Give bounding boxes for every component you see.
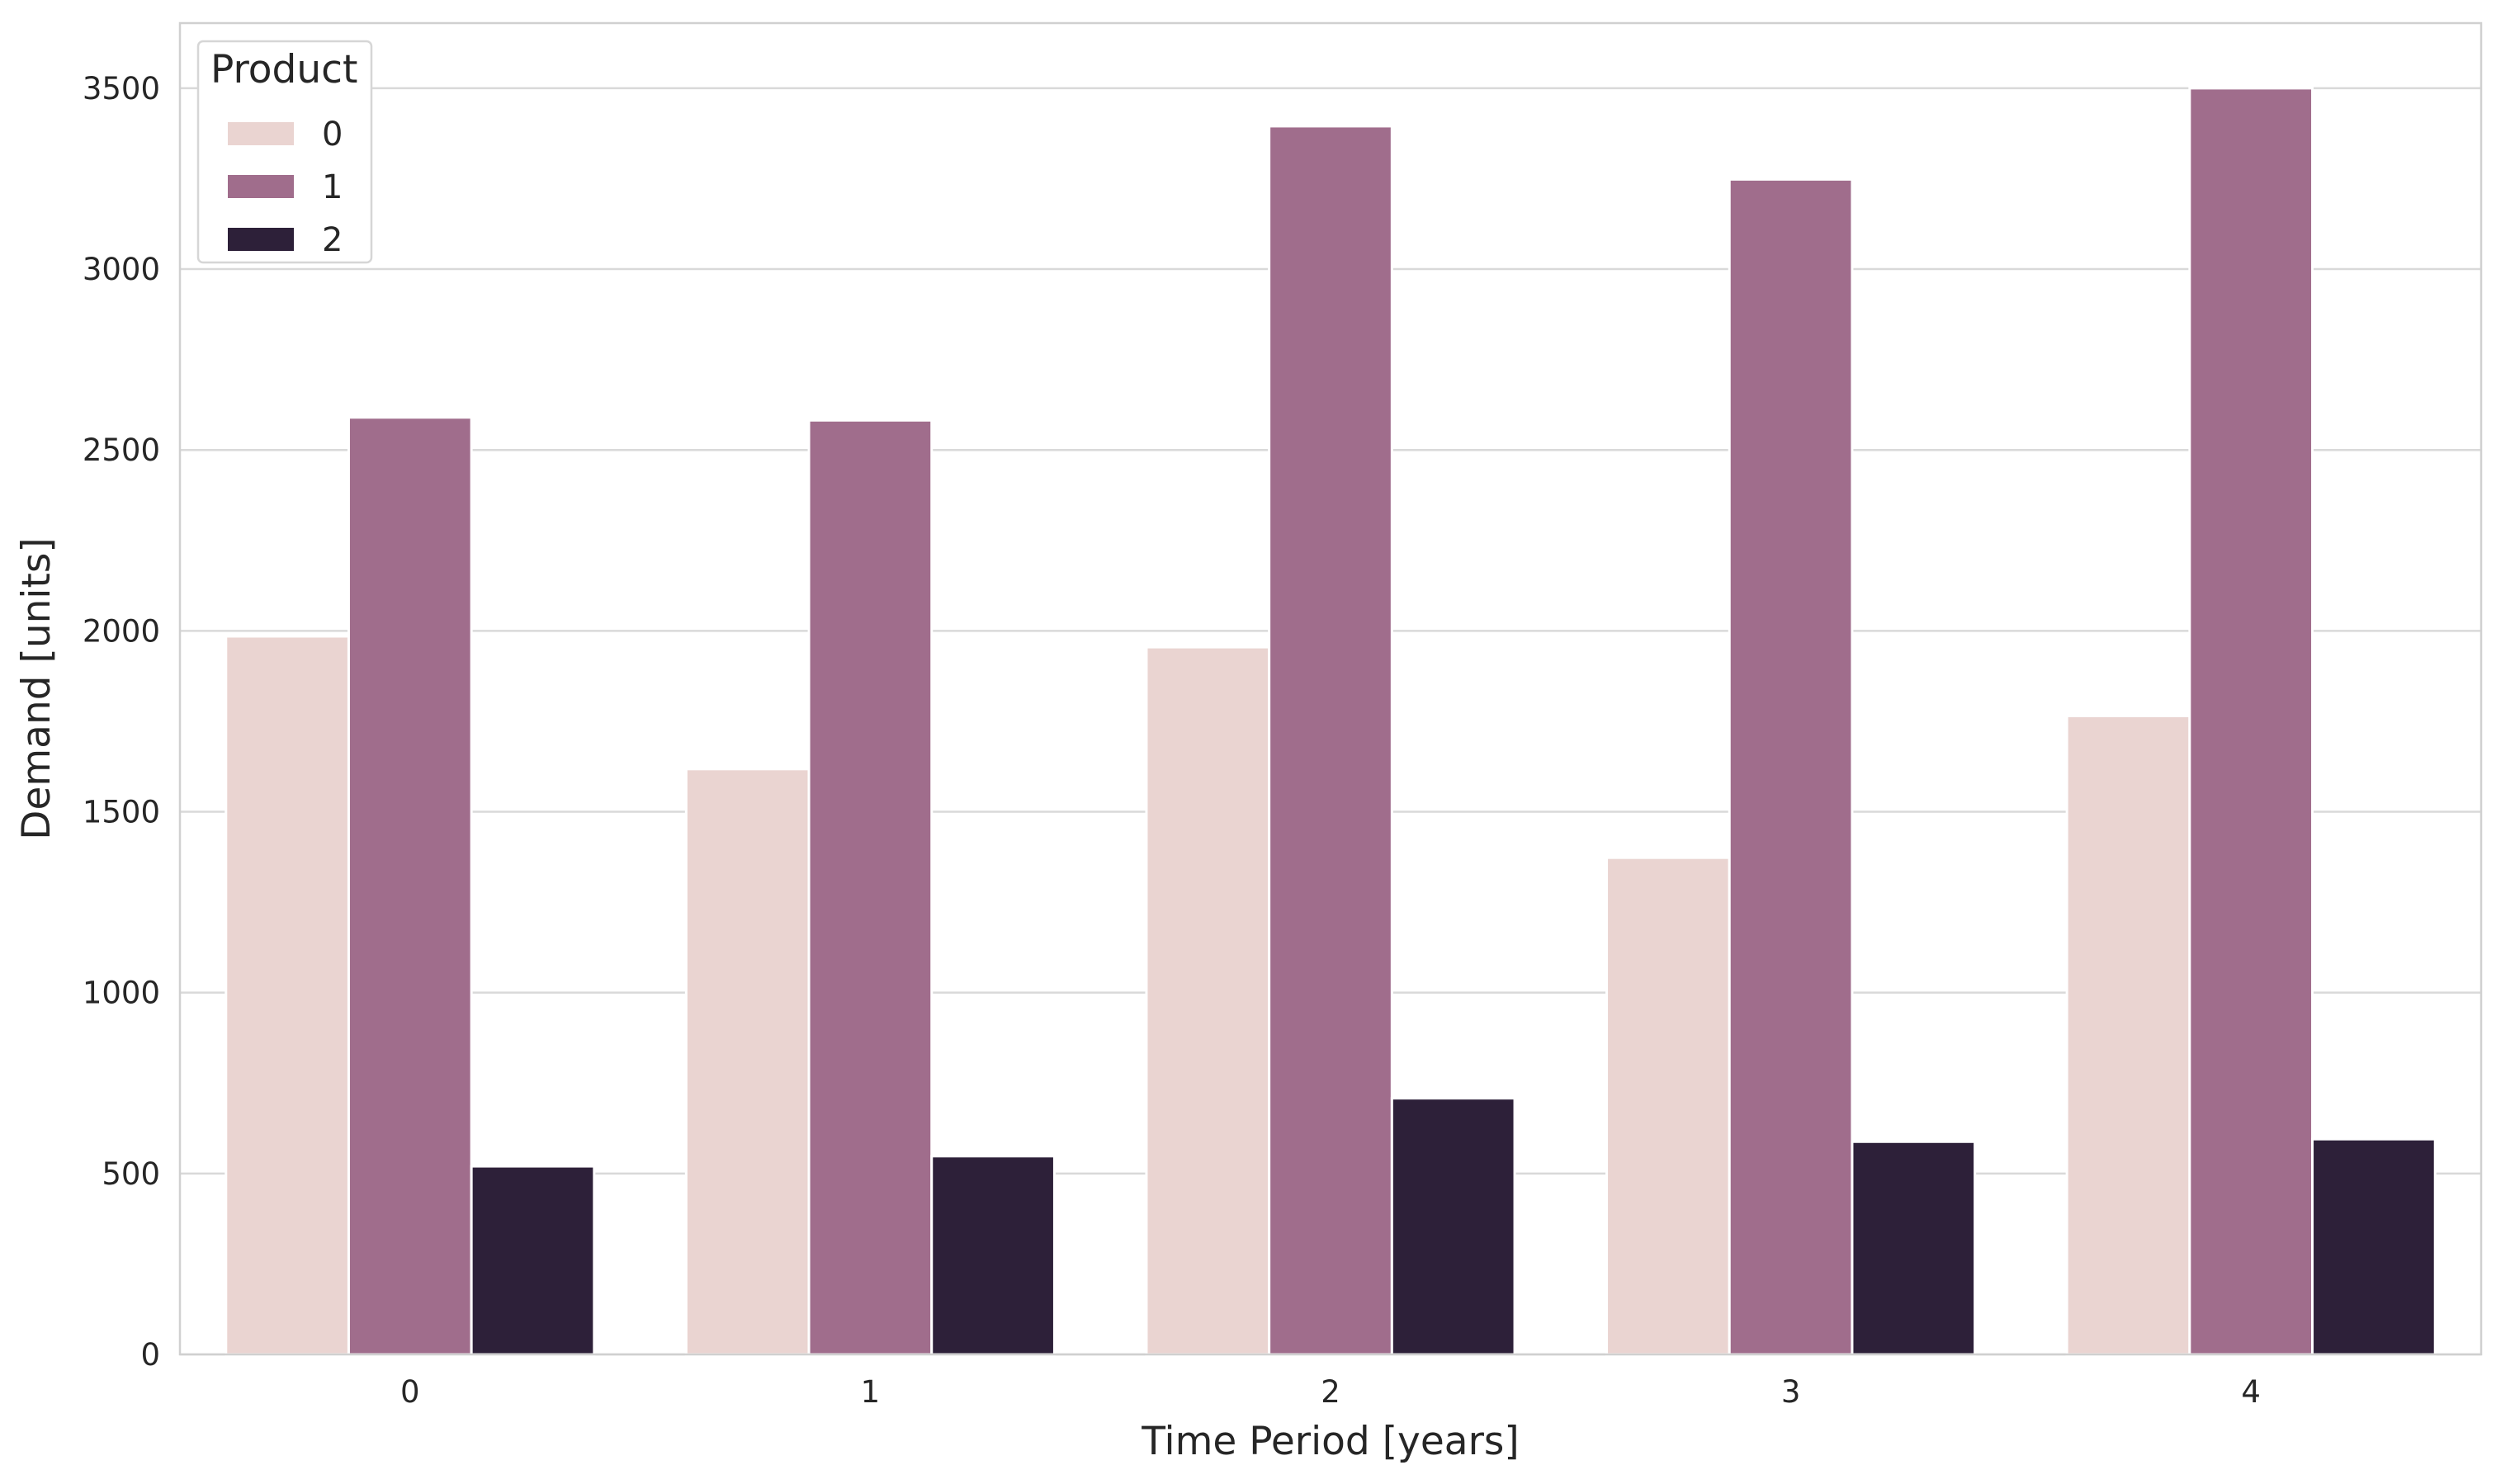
bar-product-0-period-3 — [1605, 856, 1731, 1356]
y-axis-label: Demand [units] — [14, 537, 59, 839]
y-tick-label: 3000 — [83, 252, 160, 287]
y-tick-label: 1500 — [83, 795, 160, 830]
legend-swatch — [228, 175, 294, 198]
x-tick-label: 1 — [861, 1374, 881, 1410]
x-tick-label: 0 — [400, 1374, 420, 1410]
y-axis-ticks: 0 500 1000 1500 2000 2500 3000 3500 — [83, 71, 160, 1373]
bar-product-1-period-3 — [1728, 177, 1854, 1356]
y-tick-label: 0 — [140, 1337, 160, 1373]
x-tick-label: 3 — [1781, 1374, 1801, 1410]
legend-label: 1 — [322, 168, 343, 206]
legend-swatch — [228, 228, 294, 251]
bar-product-0-period-4 — [2065, 714, 2191, 1356]
legend-label: 0 — [322, 116, 343, 154]
x-axis-label: Time Period [years] — [1141, 1419, 1519, 1464]
bar-product-0-period-1 — [684, 768, 811, 1356]
y-tick-label: 3500 — [83, 71, 160, 106]
legend-label: 2 — [322, 221, 343, 259]
bar-product-2-period-3 — [1851, 1140, 1977, 1356]
legend-title: Product — [210, 47, 357, 92]
bar-product-2-period-1 — [930, 1155, 1056, 1356]
x-axis-ticks: 0 1 2 3 4 — [400, 1374, 2261, 1410]
x-tick-label: 4 — [2241, 1374, 2261, 1410]
bar-product-1-period-4 — [2188, 87, 2314, 1356]
y-tick-label: 2000 — [83, 613, 160, 649]
y-tick-label: 1000 — [83, 976, 160, 1011]
legend-items: 0 1 2 — [228, 116, 343, 259]
plot-frame — [178, 21, 2483, 1356]
bars — [225, 87, 2437, 1356]
legend-box — [196, 40, 373, 264]
bar-product-1-period-2 — [1268, 125, 1393, 1356]
x-tick-label: 2 — [1321, 1374, 1340, 1410]
bar-product-1-period-0 — [347, 416, 473, 1356]
bar-product-2-period-2 — [1390, 1097, 1516, 1356]
legend: Product 0 1 2 — [196, 40, 373, 264]
bar-product-1-period-1 — [807, 418, 934, 1356]
bar-product-0-period-0 — [225, 635, 350, 1356]
bar-product-2-period-4 — [2311, 1137, 2437, 1356]
legend-swatch — [228, 122, 294, 145]
bar-product-2-period-0 — [470, 1165, 596, 1356]
y-tick-label: 500 — [102, 1156, 160, 1192]
y-tick-label: 2500 — [83, 432, 160, 468]
bar-product-0-period-2 — [1145, 645, 1271, 1356]
